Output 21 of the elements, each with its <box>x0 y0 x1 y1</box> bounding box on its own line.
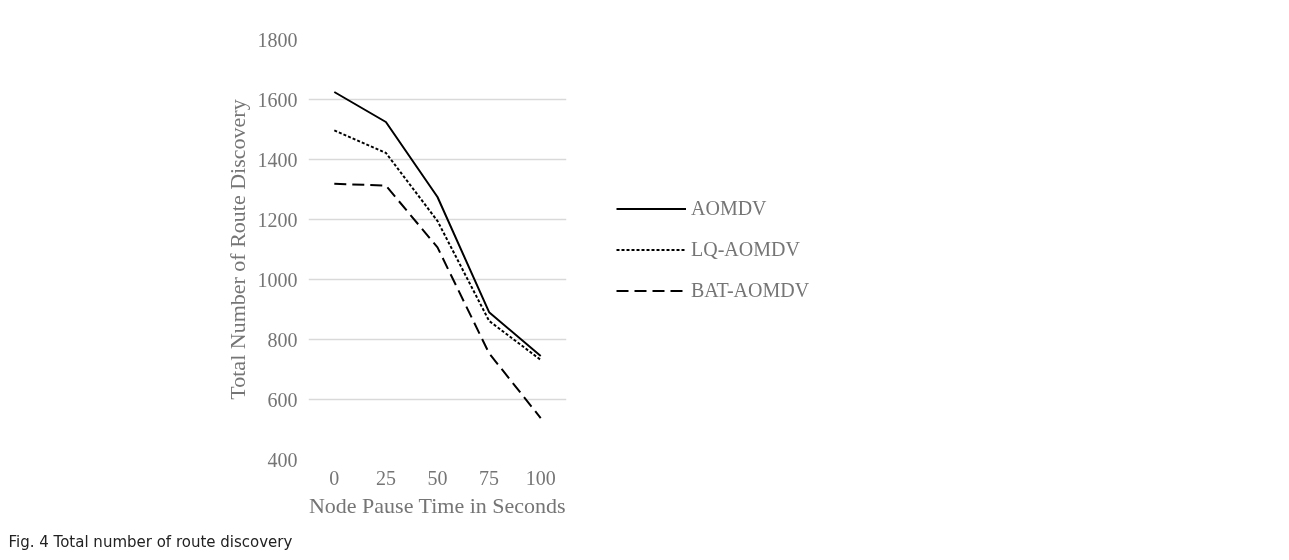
y-tick-label: 600 <box>267 388 298 411</box>
x-tick-label: 0 <box>329 466 340 489</box>
y-tick-label: 1000 <box>257 268 298 291</box>
legend-label: LQ-AOMDV <box>691 237 800 261</box>
legend-label: AOMDV <box>691 196 767 220</box>
caption: Fig. 4 Total number of route discovery <box>8 532 293 551</box>
x-tick-label: 25 <box>375 466 396 489</box>
legend-label: BAT-AOMDV <box>691 278 810 302</box>
x-tick-label: 100 <box>525 466 556 489</box>
y-tick-label: 1400 <box>257 148 298 171</box>
x-tick-label: 75 <box>479 466 500 489</box>
x-axis-title: Node Pause Time in Seconds <box>308 492 566 518</box>
line-series <box>333 182 542 420</box>
y-tick-label: 400 <box>267 448 298 471</box>
y-tick-label: 800 <box>267 328 298 351</box>
line-series <box>333 91 542 357</box>
y-tick-label: 1800 <box>257 28 298 51</box>
y-tick-label: 1600 <box>257 88 298 111</box>
y-tick-label: 1200 <box>257 208 298 231</box>
x-tick-label: 50 <box>427 466 448 489</box>
y-axis-title: Total Number of Route Discovery <box>224 99 250 400</box>
